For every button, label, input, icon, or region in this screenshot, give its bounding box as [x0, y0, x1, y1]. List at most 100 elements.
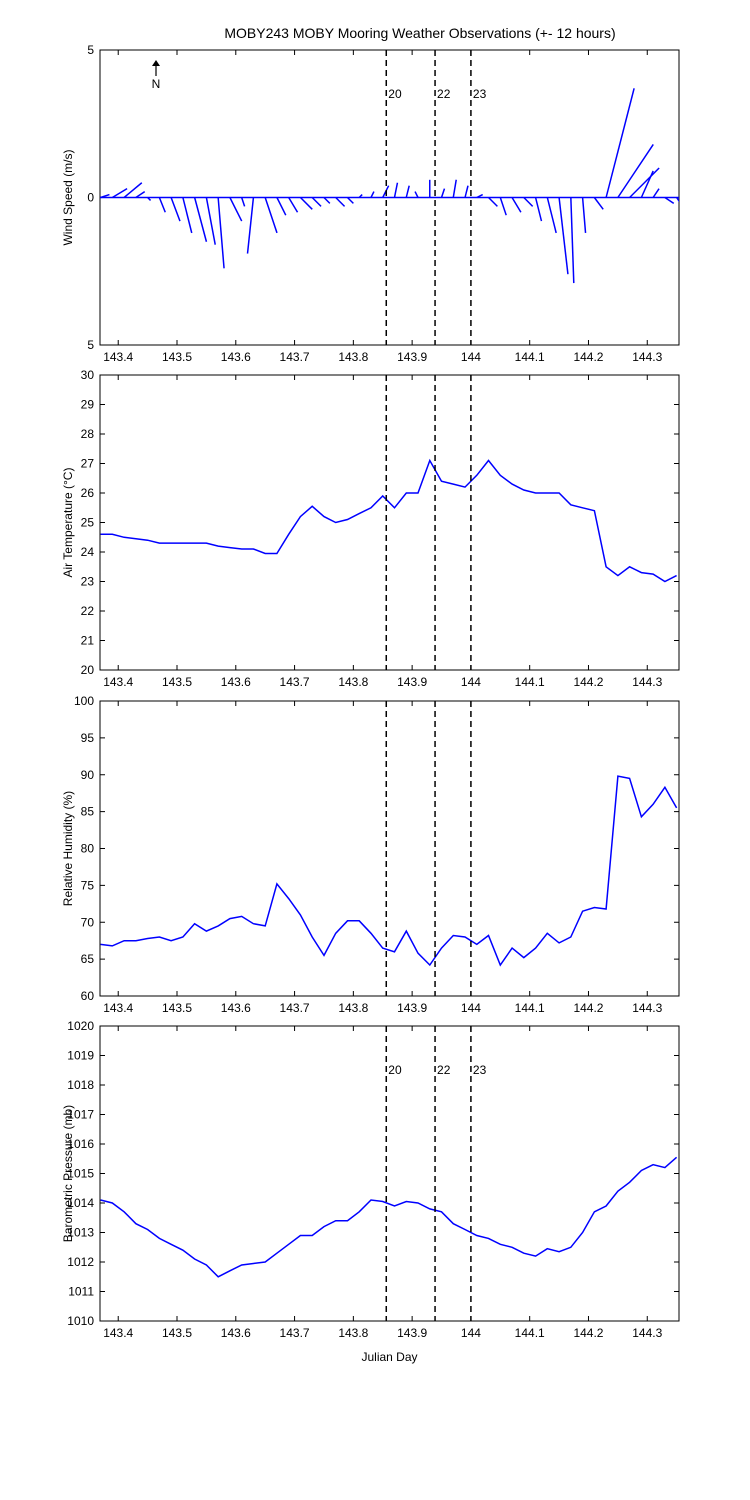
- x-tick-label: 144.2: [573, 1001, 603, 1015]
- wind-stick: [147, 196, 152, 201]
- wind-stick: [370, 191, 375, 198]
- y-tick-label: 1019: [67, 1049, 94, 1063]
- y-tick-label: 100: [74, 694, 94, 708]
- wind-stick: [593, 197, 604, 210]
- event-label: 20: [388, 1063, 402, 1077]
- y-tick-label: 1014: [67, 1196, 94, 1210]
- x-tick-label: 143.8: [338, 675, 368, 689]
- x-tick-label: 144.3: [632, 1326, 662, 1340]
- x-tick-label: 144.1: [515, 675, 545, 689]
- y-tick-label: 24: [81, 545, 95, 559]
- y-tick-label: 23: [81, 575, 95, 589]
- data-line: [100, 458, 677, 583]
- y-tick-label: 1016: [67, 1137, 94, 1151]
- y-tick-label: 60: [81, 989, 95, 1003]
- wind-stick: [193, 197, 208, 242]
- data-group: [100, 88, 679, 284]
- event-label: 23: [473, 1063, 487, 1077]
- y-axis-label: Barometric Pressure (mb): [61, 1105, 75, 1242]
- y-tick-label: 80: [81, 842, 95, 856]
- wind-stick: [558, 197, 569, 275]
- x-tick-label: 144.2: [573, 1326, 603, 1340]
- y-tick-label: 1015: [67, 1167, 94, 1181]
- wind-stick: [217, 197, 225, 269]
- x-tick-label: 144.2: [573, 675, 603, 689]
- x-tick-label: 144.3: [632, 1001, 662, 1015]
- wind-stick: [246, 197, 255, 254]
- wind-stick: [581, 197, 587, 233]
- x-tick-label: 144.1: [515, 350, 545, 364]
- y-tick-label: 27: [81, 457, 95, 471]
- wind-stick: [311, 196, 322, 207]
- chart-title: MOBY243 MOBY Mooring Weather Observation…: [224, 25, 615, 41]
- x-tick-label: 144.3: [632, 350, 662, 364]
- panel: 143.4 143.5 143.6 143.7 143.8 143.9 144 144.1 14…: [61, 1019, 680, 1364]
- panel: 143.4 143.5 143.6 143.7 143.8 143.9 144 144.1 14…: [61, 694, 680, 1015]
- x-tick-label: 143.8: [338, 1001, 368, 1015]
- y-tick-label: 0: [87, 191, 94, 205]
- wind-stick: [499, 197, 507, 216]
- x-tick-label: 143.8: [338, 1326, 368, 1340]
- data-group: [100, 1156, 678, 1278]
- wind-stick: [135, 190, 146, 199]
- y-tick-label: 5: [87, 338, 94, 352]
- x-tick-label: 143.6: [221, 675, 251, 689]
- data-line: [100, 775, 678, 967]
- wind-stick: [476, 193, 484, 199]
- y-tick-label: 29: [81, 398, 95, 412]
- wind-stick: [452, 179, 457, 198]
- wind-stick: [393, 182, 399, 198]
- x-tick-label: 144: [461, 1326, 481, 1340]
- x-tick-label: 143.7: [280, 350, 310, 364]
- y-axis-label: Air Temperature (°C): [61, 468, 75, 578]
- wind-stick: [640, 170, 654, 198]
- wind-stick: [346, 196, 354, 204]
- data-group: [100, 458, 677, 583]
- y-tick-label: 65: [81, 952, 95, 966]
- x-tick-label: 143.6: [221, 1326, 251, 1340]
- wind-stick: [100, 193, 110, 199]
- y-tick-label: 5: [87, 43, 94, 57]
- x-tick-label: 143.6: [221, 350, 251, 364]
- y-tick-label: 85: [81, 805, 95, 819]
- wind-stick: [629, 167, 660, 199]
- event-label: 23: [473, 87, 487, 101]
- x-tick-label: 143.7: [280, 675, 310, 689]
- panel: 143.4 143.5 143.6 143.7 143.8 143.9 144 144.1 14…: [61, 368, 680, 689]
- wind-stick: [264, 197, 278, 234]
- wind-stick: [240, 197, 246, 207]
- wind-stick: [335, 196, 346, 207]
- y-tick-label: 26: [81, 486, 95, 500]
- x-tick-label: 143.8: [338, 350, 368, 364]
- wind-stick: [440, 188, 446, 198]
- wind-stick: [488, 196, 498, 207]
- plot-area: [99, 374, 680, 671]
- x-tick-label: 144.1: [515, 1001, 545, 1015]
- wind-stick: [652, 188, 660, 198]
- wind-stick: [299, 196, 313, 210]
- y-axis-label: Relative Humidity (%): [61, 791, 75, 906]
- wind-stick: [182, 197, 193, 234]
- x-tick-label: 144: [461, 350, 481, 364]
- x-axis-label: Julian Day: [361, 1350, 417, 1364]
- y-tick-label: 1011: [68, 1285, 94, 1299]
- y-tick-label: 1018: [67, 1078, 94, 1092]
- x-tick-label: 144.1: [515, 1326, 545, 1340]
- y-tick-label: 1012: [67, 1255, 94, 1269]
- x-tick-label: 143.7: [280, 1326, 310, 1340]
- wind-stick: [111, 188, 128, 199]
- wind-stick: [546, 197, 557, 234]
- x-tick-label: 143.4: [103, 350, 133, 364]
- event-label: 22: [437, 1063, 451, 1077]
- plot-area: [99, 1025, 680, 1322]
- wind-stick: [523, 196, 534, 207]
- north-arrow-head: [152, 60, 160, 66]
- y-tick-label: 1017: [67, 1108, 94, 1122]
- x-tick-label: 143.9: [397, 350, 427, 364]
- x-tick-label: 144.3: [632, 675, 662, 689]
- wind-stick: [414, 191, 419, 198]
- wind-stick: [123, 182, 143, 199]
- x-tick-label: 143.9: [397, 1326, 427, 1340]
- wind-stick: [358, 194, 363, 199]
